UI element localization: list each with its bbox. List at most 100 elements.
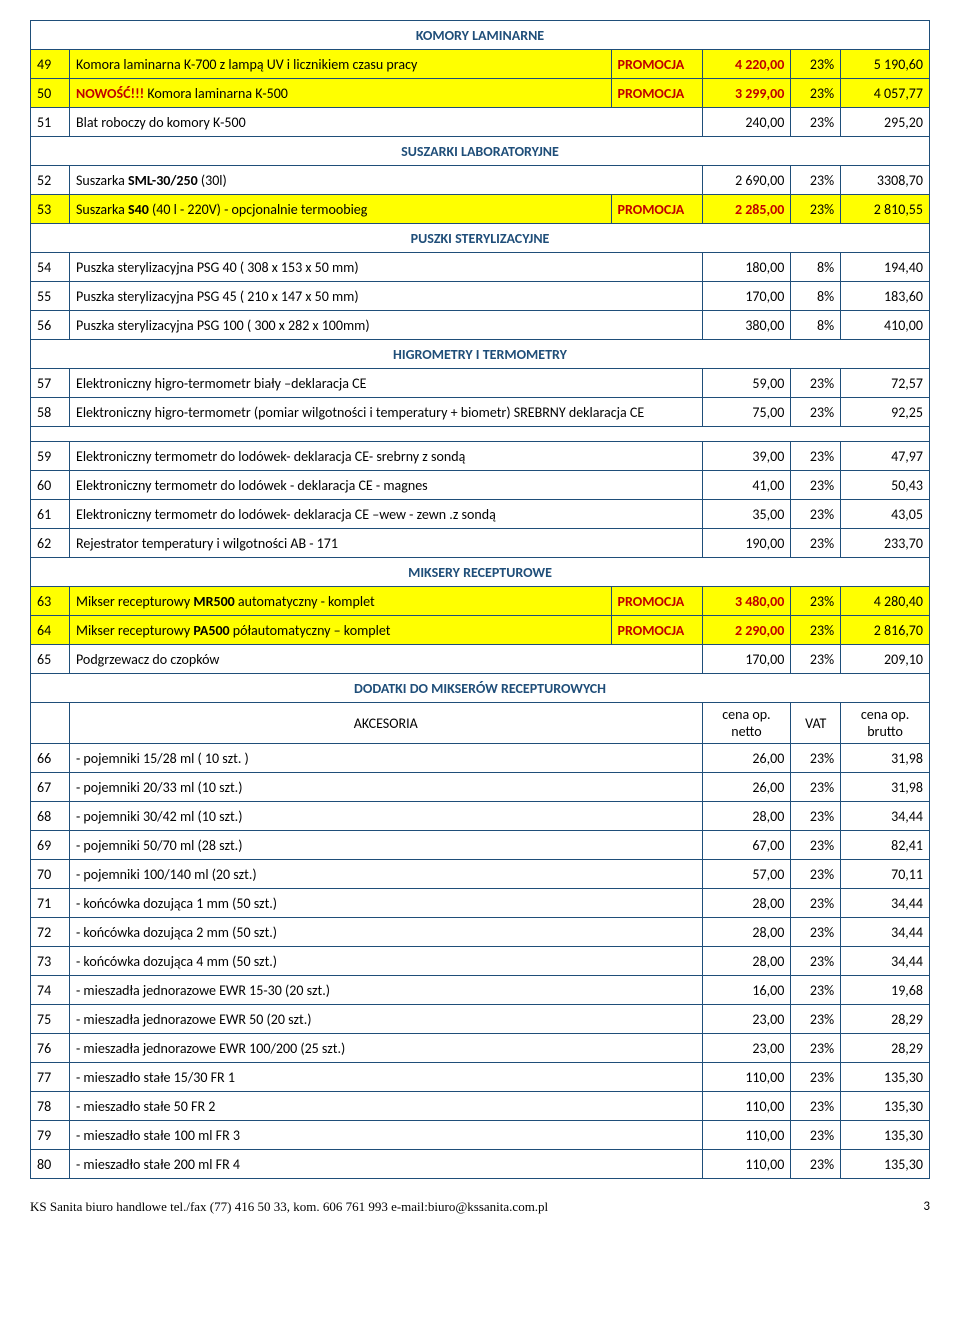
table-row: 69 - pojemniki 50/70 ml (28 szt.) 67,00 … bbox=[31, 831, 930, 860]
row-desc: - pojemniki 30/42 ml (10 szt.) bbox=[69, 802, 702, 831]
row-number: 51 bbox=[31, 108, 70, 137]
footer-text: KS Sanita biuro handlowe tel./fax (77) 4… bbox=[30, 1199, 548, 1214]
row-desc: Suszarka S40 (40 l - 220V) - opcjonalnie… bbox=[69, 195, 611, 224]
row-number: 80 bbox=[31, 1150, 70, 1179]
row-brutto: 47,97 bbox=[841, 442, 930, 471]
table-row: 77 - mieszadło stałe 15/30 FR 1 110,00 2… bbox=[31, 1063, 930, 1092]
row-number: 49 bbox=[31, 50, 70, 79]
row-brutto: 5 190,60 bbox=[841, 50, 930, 79]
row-price: 110,00 bbox=[702, 1121, 791, 1150]
row-vat: 8% bbox=[791, 282, 841, 311]
row-vat: 23% bbox=[791, 50, 841, 79]
row-number: 65 bbox=[31, 645, 70, 674]
row-brutto: 34,44 bbox=[841, 918, 930, 947]
table-row: 64 Mikser recepturowy PA500 półautomatyc… bbox=[31, 616, 930, 645]
row-brutto: 50,43 bbox=[841, 471, 930, 500]
row-vat: 23% bbox=[791, 369, 841, 398]
row-vat: 23% bbox=[791, 976, 841, 1005]
row-brutto: 28,29 bbox=[841, 1005, 930, 1034]
row-number: 55 bbox=[31, 282, 70, 311]
row-vat: 23% bbox=[791, 529, 841, 558]
row-desc: - końcówka dozująca 1 mm (50 szt.) bbox=[69, 889, 702, 918]
row-number: 69 bbox=[31, 831, 70, 860]
row-vat: 23% bbox=[791, 802, 841, 831]
row-vat: 23% bbox=[791, 645, 841, 674]
row-desc: Elektroniczny termometr do lodówek- dekl… bbox=[69, 442, 702, 471]
row-brutto: 19,68 bbox=[841, 976, 930, 1005]
row-price: 67,00 bbox=[702, 831, 791, 860]
table-row: 57 Elektroniczny higro-termometr biały –… bbox=[31, 369, 930, 398]
row-desc: Elektroniczny termometr do lodówek- dekl… bbox=[69, 500, 702, 529]
row-desc: - mieszadła jednorazowe EWR 50 (20 szt.) bbox=[69, 1005, 702, 1034]
row-desc: - mieszadła jednorazowe EWR 15-30 (20 sz… bbox=[69, 976, 702, 1005]
promo-label: PROMOCJA bbox=[611, 195, 702, 224]
row-number: 66 bbox=[31, 744, 70, 773]
row-vat: 23% bbox=[791, 947, 841, 976]
row-number: 56 bbox=[31, 311, 70, 340]
row-brutto: 135,30 bbox=[841, 1121, 930, 1150]
row-desc: - mieszadło stałe 100 ml FR 3 bbox=[69, 1121, 702, 1150]
price-table: KOMORY LAMINARNE 49 Komora laminarna K-7… bbox=[30, 20, 930, 1179]
table-row: 63 Mikser recepturowy MR500 automatyczny… bbox=[31, 587, 930, 616]
section-header: HIGROMETRY I TERMOMETRY bbox=[31, 340, 930, 369]
row-vat: 23% bbox=[791, 1063, 841, 1092]
row-desc: - mieszadło stałe 50 FR 2 bbox=[69, 1092, 702, 1121]
table-row: 52 Suszarka SML-30/250 (30l) 2 690,00 23… bbox=[31, 166, 930, 195]
row-desc: Suszarka SML-30/250 (30l) bbox=[69, 166, 702, 195]
row-number: 70 bbox=[31, 860, 70, 889]
row-vat: 23% bbox=[791, 79, 841, 108]
promo-label: PROMOCJA bbox=[611, 50, 702, 79]
row-number: 61 bbox=[31, 500, 70, 529]
row-number: 74 bbox=[31, 976, 70, 1005]
row-price: 28,00 bbox=[702, 918, 791, 947]
row-price: 240,00 bbox=[702, 108, 791, 137]
row-number: 60 bbox=[31, 471, 70, 500]
row-vat: 8% bbox=[791, 311, 841, 340]
table-row: 59 Elektroniczny termometr do lodówek- d… bbox=[31, 442, 930, 471]
section-header: DODATKI DO MIKSERÓW RECEPTUROWYCH bbox=[31, 674, 930, 703]
table-row: 80 - mieszadło stałe 200 ml FR 4 110,00 … bbox=[31, 1150, 930, 1179]
table-row: 62 Rejestrator temperatury i wilgotności… bbox=[31, 529, 930, 558]
table-row: 76 - mieszadła jednorazowe EWR 100/200 (… bbox=[31, 1034, 930, 1063]
row-vat: 23% bbox=[791, 1121, 841, 1150]
row-brutto: 34,44 bbox=[841, 802, 930, 831]
table-row: 70 - pojemniki 100/140 ml (20 szt.) 57,0… bbox=[31, 860, 930, 889]
section-komory: KOMORY LAMINARNE bbox=[31, 21, 930, 50]
row-number: 67 bbox=[31, 773, 70, 802]
row-price: 190,00 bbox=[702, 529, 791, 558]
row-vat: 23% bbox=[791, 1150, 841, 1179]
row-desc: Elektroniczny higro-termometr biały –dek… bbox=[69, 369, 702, 398]
row-brutto: 209,10 bbox=[841, 645, 930, 674]
row-brutto: 43,05 bbox=[841, 500, 930, 529]
row-number: 62 bbox=[31, 529, 70, 558]
table-row: 58 Elektroniczny higro-termometr (pomiar… bbox=[31, 398, 930, 427]
row-brutto: 70,11 bbox=[841, 860, 930, 889]
row-brutto: 194,40 bbox=[841, 253, 930, 282]
row-brutto: 233,70 bbox=[841, 529, 930, 558]
row-number: 76 bbox=[31, 1034, 70, 1063]
table-row: 55 Puszka sterylizacyjna PSG 45 ( 210 x … bbox=[31, 282, 930, 311]
row-brutto: 183,60 bbox=[841, 282, 930, 311]
row-price: 28,00 bbox=[702, 802, 791, 831]
row-vat: 8% bbox=[791, 253, 841, 282]
table-row: 66 - pojemniki 15/28 ml ( 10 szt. ) 26,0… bbox=[31, 744, 930, 773]
row-number: 77 bbox=[31, 1063, 70, 1092]
row-desc: Komora laminarna K-700 z lampą UV i licz… bbox=[69, 50, 611, 79]
row-price: 2 690,00 bbox=[702, 166, 791, 195]
row-price: 35,00 bbox=[702, 500, 791, 529]
row-vat: 23% bbox=[791, 773, 841, 802]
row-price: 3 480,00 bbox=[702, 587, 791, 616]
row-desc: - mieszadło stałe 15/30 FR 1 bbox=[69, 1063, 702, 1092]
row-vat: 23% bbox=[791, 889, 841, 918]
row-number: 54 bbox=[31, 253, 70, 282]
header-brutto: cena op. brutto bbox=[841, 703, 930, 744]
page-footer: KS Sanita biuro handlowe tel./fax (77) 4… bbox=[30, 1199, 930, 1215]
section-header: MIKSERY RECEPTUROWE bbox=[31, 558, 930, 587]
row-brutto: 3308,70 bbox=[841, 166, 930, 195]
row-brutto: 82,41 bbox=[841, 831, 930, 860]
row-price: 26,00 bbox=[702, 773, 791, 802]
section-miksery: MIKSERY RECEPTUROWE bbox=[31, 558, 930, 587]
table-row: 61 Elektroniczny termometr do lodówek- d… bbox=[31, 500, 930, 529]
row-desc: - pojemniki 50/70 ml (28 szt.) bbox=[69, 831, 702, 860]
row-desc: - pojemniki 15/28 ml ( 10 szt. ) bbox=[69, 744, 702, 773]
